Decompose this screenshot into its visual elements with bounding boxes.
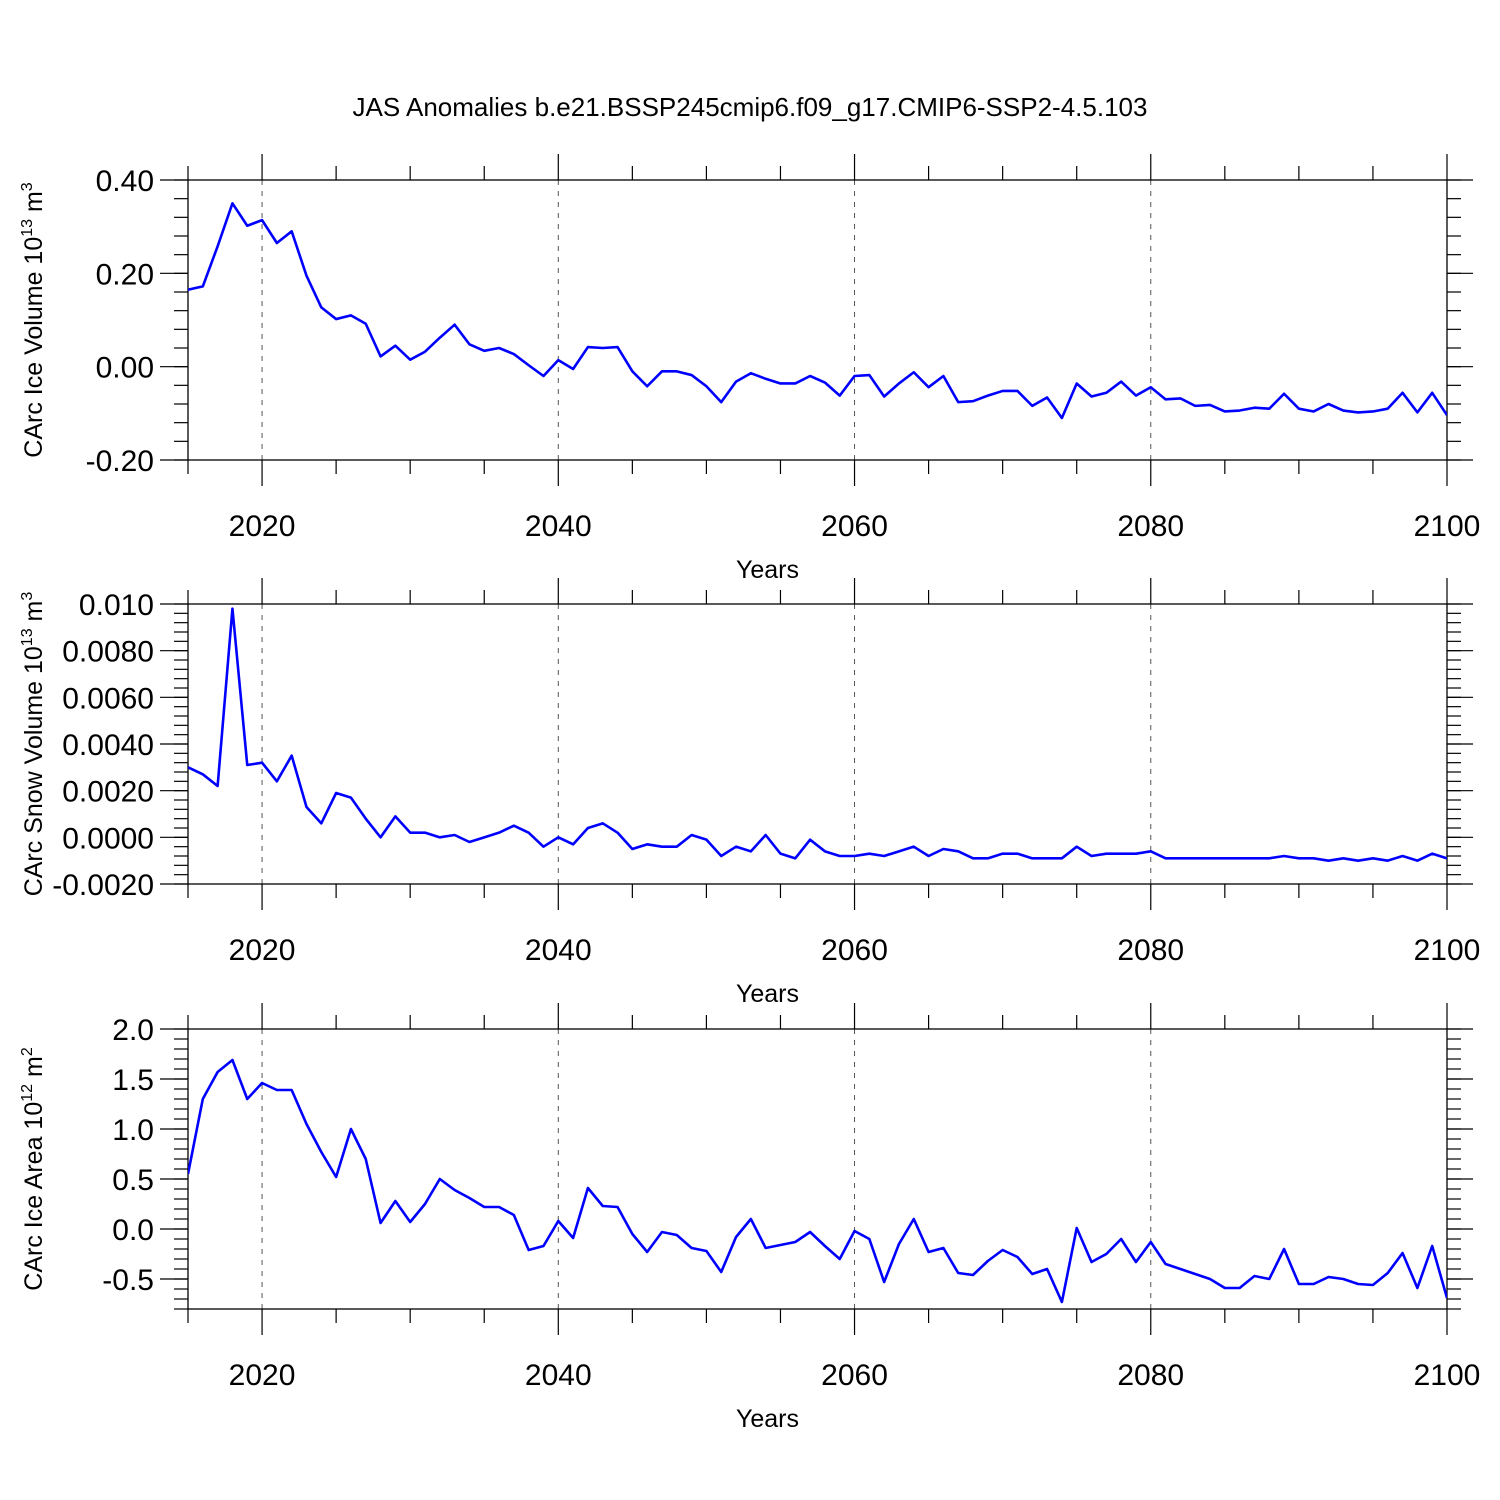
snow-volume-xtick-label: 2060 [821,934,888,967]
ice-volume-ytick-label: 0.40 [96,165,154,198]
figure-title: JAS Anomalies b.e21.BSSP245cmip6.f09_g17… [353,92,1148,122]
ice-area-ytick-label: -0.5 [102,1264,154,1297]
snow-volume-ytick-label: 0.0060 [62,682,154,715]
snow-volume-ylabel-unit: m [20,601,48,629]
ice-area-ytick-label: 2.0 [112,1014,154,1047]
snow-volume-ytick-label: -0.0020 [52,869,154,902]
snow-volume-ylabel-unit-exponent: 3 [19,592,36,601]
ice-volume-xtick-label: 2080 [1117,510,1184,543]
ice-area-xtick-label: 2020 [229,1359,296,1392]
snow-volume-ytick-label: 0.0040 [62,729,154,762]
ice-volume-plot-frame [187,179,1448,461]
ice-volume-series-line [188,202,1447,420]
snow-volume-ytick-label: 0.010 [79,589,154,622]
snow-volume-plot-frame [187,603,1448,885]
ice-volume-ylabel-text: CArc Ice Volume 10 [20,237,48,458]
ice-volume-ytick-label: 0.00 [96,352,154,385]
snow-volume-xtick-label: 2080 [1117,934,1184,967]
ice-volume-ytick-label: 0.20 [96,258,154,291]
ice-volume-xtick-label: 2040 [525,510,592,543]
ice-volume-ylabel-unit: m [20,191,48,219]
ice-area-xlabel: Years [736,1405,799,1433]
snow-volume-ylabel-text: CArc Snow Volume 10 [20,646,48,896]
ice-area-xtick-label: 2100 [1414,1359,1481,1392]
ice-area-ylabel-exponent: 12 [19,1084,36,1102]
ice-area-series-line [188,1058,1447,1304]
ice-volume-xlabel: Years [736,556,799,584]
snow-volume-ytick-label: 0.0020 [62,776,154,809]
ice-area-ylabel-unit: m [20,1056,48,1084]
snow-volume-ytick-label: 0.0080 [62,636,154,669]
ice-volume-xtick-label: 2060 [821,510,888,543]
snow-volume-series-line [188,607,1447,862]
snow-volume-ylabel: CArc Snow Volume 1013 m3 [19,592,48,897]
snow-volume-xtick-label: 2040 [525,934,592,967]
panel-snow-volume: 2020 2040 2060 2080 2100 -0.0020 0.0000 0.0020 0… [19,578,1480,1008]
ice-volume-ylabel-exponent: 13 [19,219,36,237]
ice-volume-xtick-label: 2020 [229,510,296,543]
ice-volume-ylabel: CArc Ice Volume 1013 m3 [19,182,48,458]
ice-volume-ytick-label: -0.20 [86,445,154,478]
ice-area-ytick-label: 0.5 [112,1164,154,1197]
ice-area-xtick-label: 2060 [821,1359,888,1392]
ice-area-ylabel-text: CArc Ice Area 10 [20,1102,48,1291]
ice-area-ytick-label: 0.0 [112,1214,154,1247]
snow-volume-ylabel-exponent: 13 [19,628,36,646]
panel-ice-volume: 2020 2040 2060 2080 2100 -0.20 0.00 0.20 0.40 Yea… [19,154,1480,584]
snow-volume-ytick-label: 0.0000 [62,822,154,855]
panel-ice-area: 2020 2040 2060 2080 2100 -0.5 0.0 0.5 1.0 1.5 2.0 Y… [19,1003,1480,1433]
ice-area-ylabel: CArc Ice Area 1012 m2 [19,1047,48,1291]
snow-volume-xtick-label: 2100 [1414,934,1481,967]
ice-area-xtick-label: 2040 [525,1359,592,1392]
ice-area-ytick-label: 1.0 [112,1114,154,1147]
ice-area-plot-frame [187,1028,1448,1310]
ice-volume-ylabel-unit-exponent: 3 [19,182,36,191]
ice-area-ytick-label: 1.5 [112,1064,154,1097]
ice-area-ylabel-unit-exponent: 2 [19,1047,36,1056]
snow-volume-xtick-label: 2020 [229,934,296,967]
ice-volume-xtick-label: 2100 [1414,510,1481,543]
ice-area-xtick-label: 2080 [1117,1359,1184,1392]
snow-volume-xlabel: Years [736,980,799,1008]
